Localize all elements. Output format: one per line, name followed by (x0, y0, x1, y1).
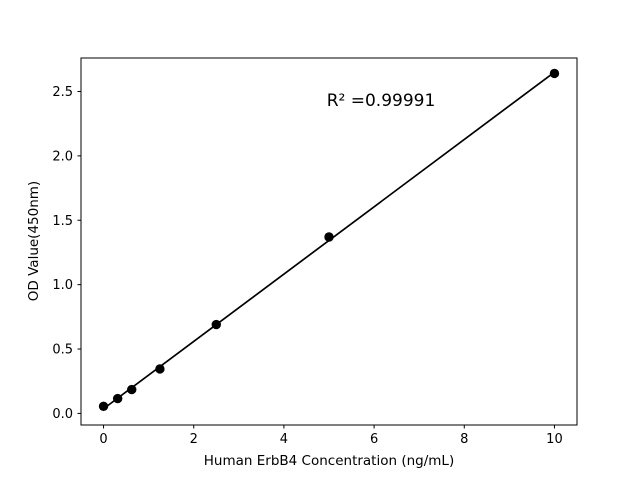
data-point (211, 319, 221, 330)
x-axis-title: Human ErbB4 Concentration (ng/mL) (203, 453, 455, 469)
r-squared-annotation: R² =0.99991 (326, 91, 436, 111)
y-tick-label: 2.5 (52, 85, 73, 100)
y-tick-label: 1.0 (52, 278, 73, 293)
data-point (324, 232, 334, 242)
y-tick-label: 0.0 (52, 407, 73, 422)
x-tick-label: 10 (546, 432, 563, 447)
plot-border (80, 57, 578, 426)
x-tick-label: 6 (370, 432, 378, 447)
y-axis-title: OD Value(450nm) (26, 180, 42, 302)
y-tick-label: 2.0 (52, 149, 73, 164)
x-tick-label: 0 (99, 432, 107, 447)
x-tick-label: 8 (460, 432, 468, 447)
x-tick-label: 4 (280, 432, 288, 447)
data-point (155, 364, 165, 374)
y-tick-label: 0.5 (52, 343, 73, 358)
x-tick-label: 2 (190, 432, 198, 447)
y-tick-label: 1.5 (52, 214, 73, 229)
data-point (112, 393, 123, 404)
data-point (127, 384, 137, 395)
data-point (98, 401, 109, 412)
data-point (549, 68, 560, 79)
